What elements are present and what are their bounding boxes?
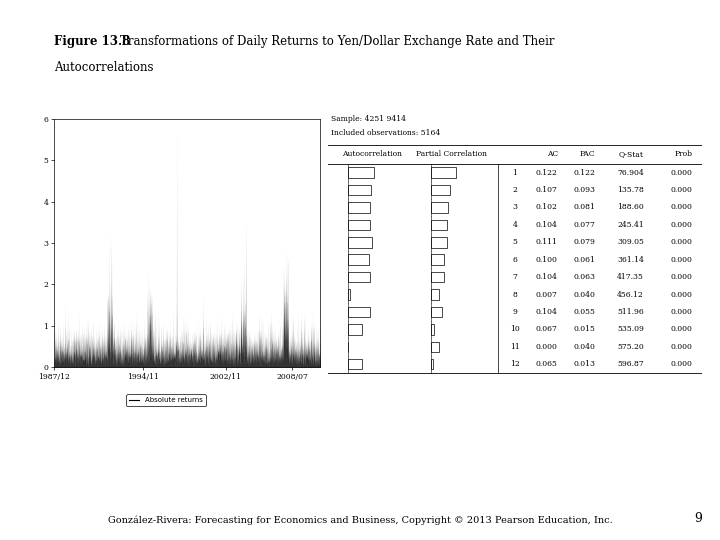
Text: Autocorrelation: Autocorrelation (343, 150, 402, 158)
Text: 0.111: 0.111 (536, 238, 558, 246)
Text: Figure 13.8: Figure 13.8 (54, 35, 130, 48)
Text: 0.093: 0.093 (573, 186, 595, 194)
Text: Prob: Prob (675, 150, 693, 158)
Text: 0.063: 0.063 (573, 273, 595, 281)
Text: 0.102: 0.102 (536, 204, 558, 212)
Text: 135.78: 135.78 (617, 186, 644, 194)
Text: Transformations of Daily Returns to Yen/Dollar Exchange Rate and Their: Transformations of Daily Returns to Yen/… (120, 35, 554, 48)
Text: 0.122: 0.122 (536, 168, 558, 177)
Text: 0.000: 0.000 (671, 326, 693, 333)
Bar (348, 254, 369, 265)
Text: 6: 6 (513, 256, 517, 264)
Text: 596.87: 596.87 (617, 360, 644, 368)
Text: 4: 4 (513, 221, 517, 229)
Text: 245.41: 245.41 (617, 221, 644, 229)
Text: 309.05: 309.05 (617, 238, 644, 246)
Text: 575.20: 575.20 (617, 343, 644, 351)
Bar (431, 185, 450, 195)
Text: 0.000: 0.000 (671, 186, 693, 194)
Text: 188.60: 188.60 (617, 204, 644, 212)
Text: 0.040: 0.040 (573, 291, 595, 299)
Bar (348, 272, 370, 282)
Text: 0.122: 0.122 (573, 168, 595, 177)
Text: 0.000: 0.000 (671, 291, 693, 299)
Bar (431, 237, 447, 247)
Text: Sample: 4251 9414: Sample: 4251 9414 (331, 114, 406, 123)
Bar (431, 289, 439, 300)
Text: PAC: PAC (580, 150, 595, 158)
Bar (348, 185, 371, 195)
Bar (431, 307, 442, 317)
Text: 0.040: 0.040 (573, 343, 595, 351)
Legend: Absolute returns: Absolute returns (126, 394, 206, 406)
Text: 0.000: 0.000 (671, 308, 693, 316)
Text: 0.104: 0.104 (536, 308, 558, 316)
Text: 511.96: 511.96 (617, 308, 644, 316)
Text: 0.067: 0.067 (536, 326, 558, 333)
Text: 0.000: 0.000 (671, 343, 693, 351)
Bar (431, 202, 448, 213)
Bar (431, 324, 433, 335)
Bar (348, 289, 350, 300)
Bar (431, 272, 444, 282)
Text: 0.000: 0.000 (671, 221, 693, 229)
Text: 0.079: 0.079 (573, 238, 595, 246)
Text: 0.007: 0.007 (536, 291, 558, 299)
Text: 76.904: 76.904 (617, 168, 644, 177)
Text: 9: 9 (513, 308, 517, 316)
Text: 2: 2 (513, 186, 517, 194)
Bar (348, 307, 370, 317)
Text: Partial Correlation: Partial Correlation (415, 150, 487, 158)
Text: 5: 5 (513, 238, 517, 246)
Text: 456.12: 456.12 (617, 291, 644, 299)
Text: 0.065: 0.065 (536, 360, 558, 368)
Text: 0.000: 0.000 (536, 343, 558, 351)
Text: 12: 12 (510, 360, 520, 368)
Bar (431, 167, 456, 178)
Bar (348, 359, 362, 369)
Bar (348, 324, 362, 335)
Text: Autocorrelations: Autocorrelations (54, 61, 153, 74)
Bar (431, 220, 447, 230)
Text: 7: 7 (513, 273, 517, 281)
Bar (348, 220, 370, 230)
Text: 0.104: 0.104 (536, 221, 558, 229)
Text: 0.055: 0.055 (573, 308, 595, 316)
Text: 3: 3 (513, 204, 517, 212)
Text: 0.104: 0.104 (536, 273, 558, 281)
Bar (431, 359, 433, 369)
Text: 0.015: 0.015 (573, 326, 595, 333)
Text: 535.09: 535.09 (617, 326, 644, 333)
Text: 8: 8 (513, 291, 517, 299)
Text: Q-Stat: Q-Stat (619, 150, 644, 158)
Text: 361.14: 361.14 (617, 256, 644, 264)
Text: 0.000: 0.000 (671, 256, 693, 264)
Text: González-Rivera: Forecasting for Economics and Business, Copyright © 2013 Pearso: González-Rivera: Forecasting for Economi… (107, 515, 613, 525)
Bar (348, 202, 370, 213)
Bar (431, 342, 439, 352)
Text: 9: 9 (694, 512, 702, 525)
Text: 0.000: 0.000 (671, 204, 693, 212)
Text: 11: 11 (510, 343, 520, 351)
Bar (431, 254, 444, 265)
Text: Included observations: 5164: Included observations: 5164 (331, 129, 441, 137)
Text: 10: 10 (510, 326, 520, 333)
Text: 1: 1 (513, 168, 517, 177)
Text: 0.107: 0.107 (536, 186, 558, 194)
Text: 417.35: 417.35 (617, 273, 644, 281)
Text: 0.000: 0.000 (671, 273, 693, 281)
Bar (348, 237, 372, 247)
Text: 0.061: 0.061 (573, 256, 595, 264)
Text: 0.077: 0.077 (573, 221, 595, 229)
Bar (348, 167, 374, 178)
Text: 0.100: 0.100 (536, 256, 558, 264)
Text: 0.000: 0.000 (671, 168, 693, 177)
Text: 0.000: 0.000 (671, 360, 693, 368)
Text: 0.081: 0.081 (573, 204, 595, 212)
Text: AC: AC (546, 150, 558, 158)
Text: 0.013: 0.013 (573, 360, 595, 368)
Text: 0.000: 0.000 (671, 238, 693, 246)
